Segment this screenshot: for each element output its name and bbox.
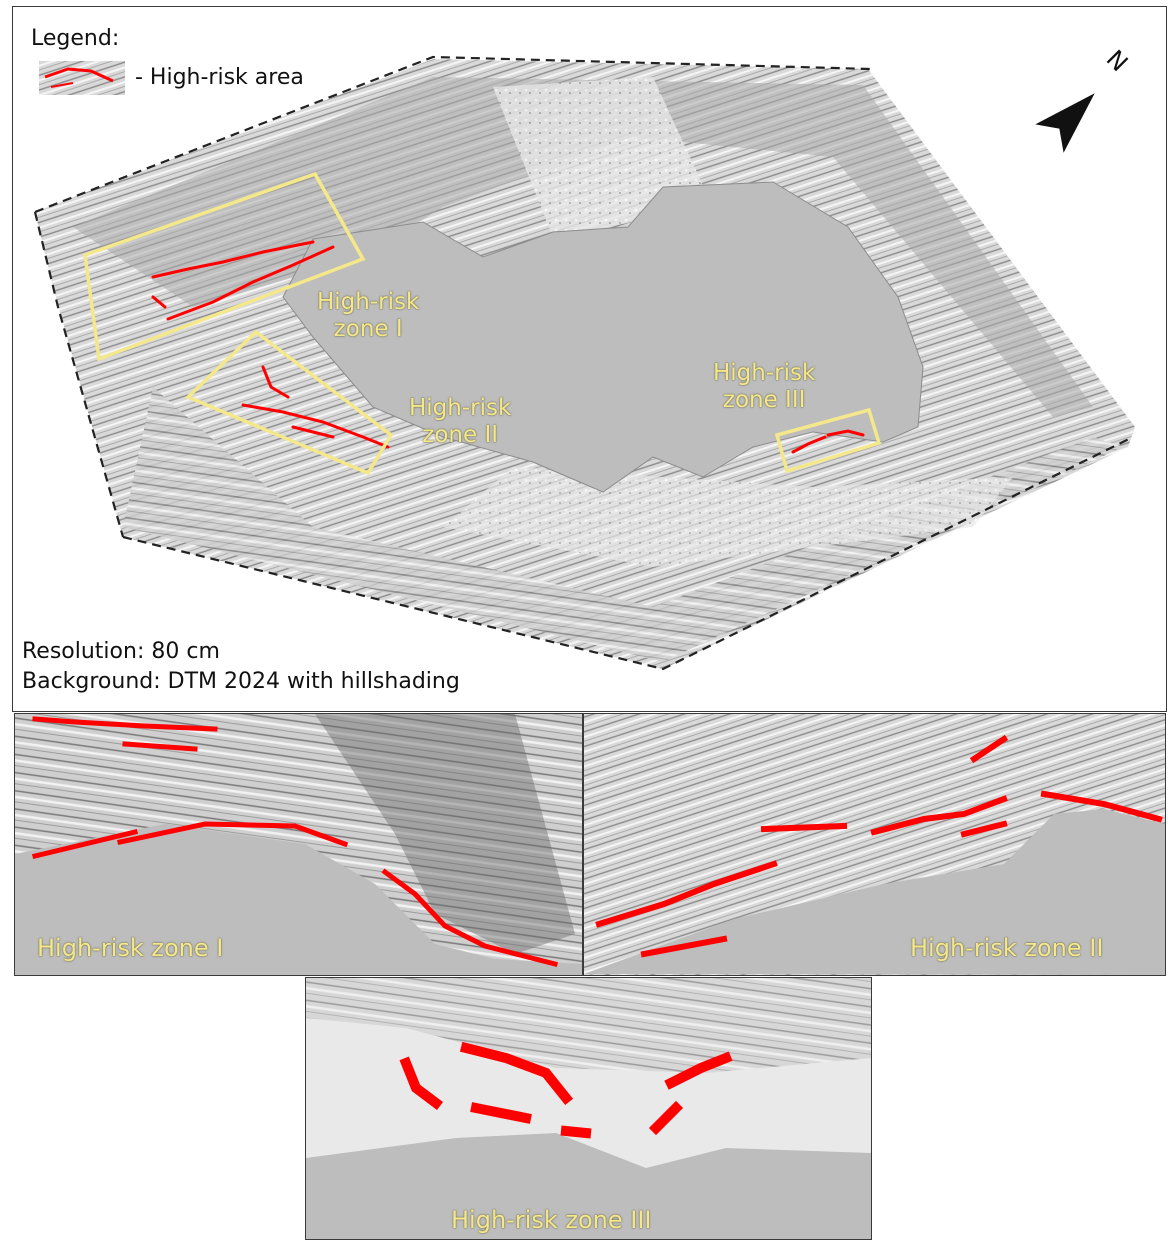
speckle-zone: [443, 467, 1013, 567]
upper-benches: [73, 77, 1093, 417]
risk-areas-zone-1: [151, 240, 335, 321]
inset-zone-3-map: [306, 978, 871, 1239]
risk-areas-zone-2: [241, 365, 390, 449]
inset-zone-1: High-risk zone I: [14, 713, 583, 976]
zone-2-label: High-risk zone II: [409, 395, 512, 448]
zone-3-box: [774, 407, 882, 474]
inset-zone-2: High-risk zone II: [583, 713, 1166, 976]
risk-areas-zone-3: [791, 429, 865, 454]
north-arrow-icon: [1035, 93, 1095, 153]
inset-zone-1-label: High-risk zone I: [37, 934, 224, 962]
resolution-text: Resolution: 80 cm: [22, 639, 220, 664]
risk-areas: [31, 716, 559, 968]
pit-floor: [282, 181, 924, 493]
inset-zone-1-map: [15, 714, 582, 975]
legend-title: Legend:: [31, 26, 120, 51]
main-map-panel: Legend: - High-risk area N High-risk zone…: [12, 6, 1167, 712]
zone-1-label: High-risk zone I: [317, 289, 420, 342]
legend-item-label: - High-risk area: [135, 65, 304, 90]
survey-boundary: [122, 436, 1134, 671]
zone-3-label: High-risk zone III: [713, 360, 816, 413]
legend-swatch: [39, 61, 125, 95]
inset-zone-2-map: [584, 714, 1165, 975]
risk-areas: [399, 1041, 733, 1139]
zone-1-box: [83, 171, 366, 362]
inset-zone-3: High-risk zone III: [305, 977, 872, 1240]
inset-zone-2-label: High-risk zone II: [910, 934, 1104, 962]
survey-boundary: [34, 55, 872, 214]
zone-2-box: [184, 329, 394, 476]
survey-boundary: [33, 211, 125, 538]
background-text: Background: DTM 2024 with hillshading: [22, 669, 460, 694]
risk-areas: [595, 734, 1163, 958]
inset-zone-3-label: High-risk zone III: [451, 1206, 652, 1234]
overview-map: [33, 55, 1135, 671]
